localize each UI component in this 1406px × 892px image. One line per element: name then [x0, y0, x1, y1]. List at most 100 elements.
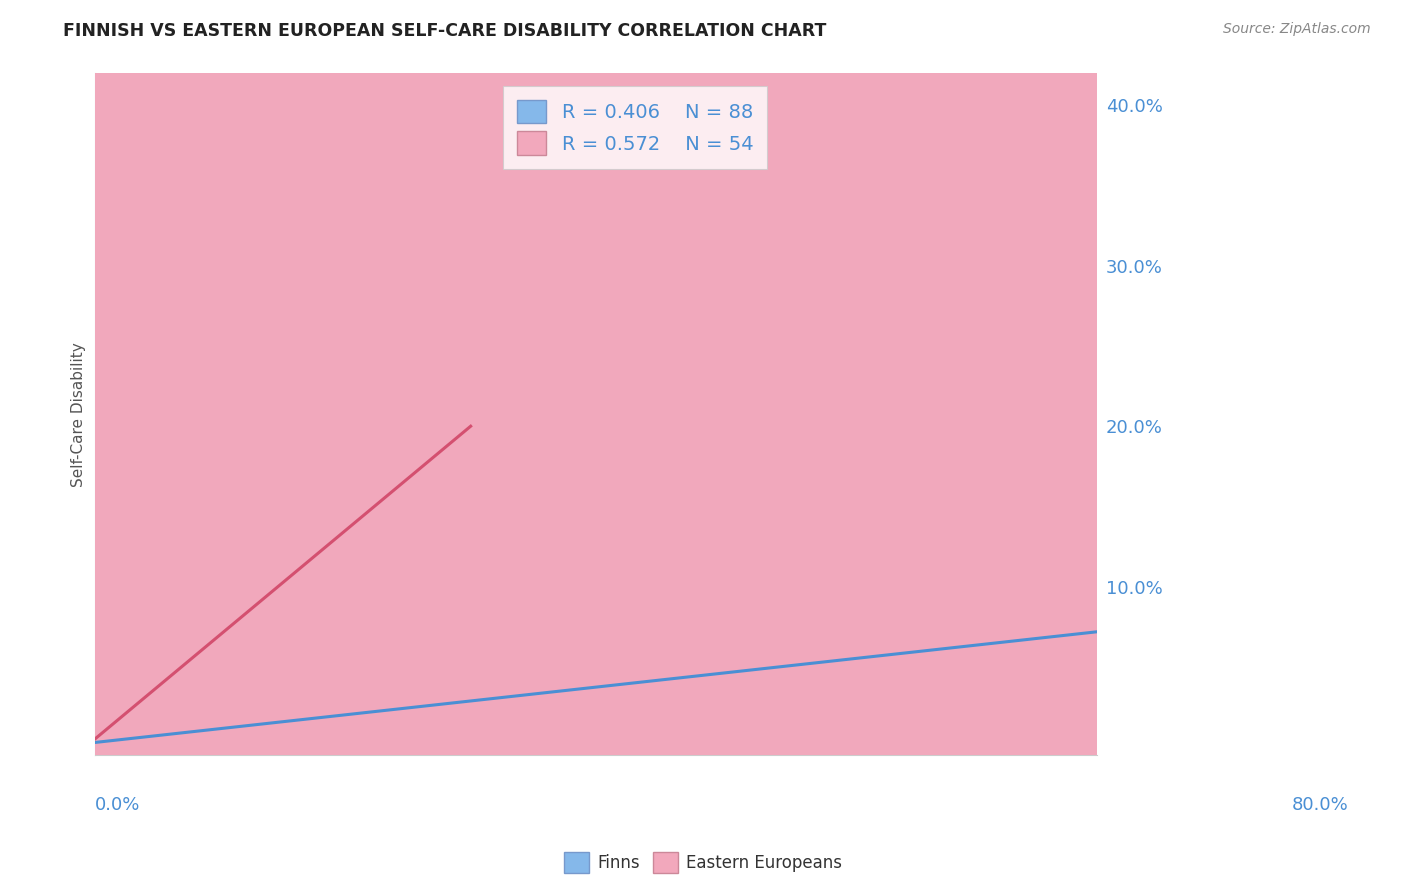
Point [84, 737, 107, 751]
Point [360, 723, 382, 738]
Point [779, 732, 801, 747]
Point [465, 734, 488, 748]
Point [236, 629, 259, 643]
Point [86, 737, 108, 751]
Point [1070, 731, 1092, 746]
Point [291, 632, 314, 646]
Point [89, 737, 111, 751]
Point [353, 544, 375, 558]
Point [114, 736, 136, 750]
Point [700, 728, 723, 742]
Point [886, 604, 908, 618]
Point [93, 734, 115, 748]
Point [267, 655, 290, 669]
Point [90, 717, 112, 731]
Point [105, 733, 128, 747]
Point [93, 737, 115, 751]
Y-axis label: Self-Care Disability: Self-Care Disability [72, 342, 86, 486]
Point [758, 726, 780, 740]
Point [87, 737, 110, 751]
Point [84, 736, 107, 750]
Point [246, 727, 269, 741]
Point [84, 726, 107, 740]
Point [93, 709, 115, 723]
Text: Source: ZipAtlas.com: Source: ZipAtlas.com [1223, 22, 1371, 37]
Point [875, 732, 897, 747]
Point [936, 608, 959, 623]
Point [97, 737, 120, 751]
Point [89, 720, 111, 734]
Point [96, 704, 118, 718]
Text: FINNISH VS EASTERN EUROPEAN SELF-CARE DISABILITY CORRELATION CHART: FINNISH VS EASTERN EUROPEAN SELF-CARE DI… [63, 22, 827, 40]
Point [305, 566, 328, 581]
Legend: R = 0.406    N = 88, R = 0.572    N = 54: R = 0.406 N = 88, R = 0.572 N = 54 [503, 87, 766, 169]
Point [86, 737, 108, 751]
Point [427, 735, 450, 749]
Point [97, 723, 120, 738]
Point [89, 737, 111, 751]
Point [262, 587, 284, 601]
Point [87, 720, 110, 734]
Point [512, 733, 534, 747]
Point [104, 734, 127, 748]
Point [960, 612, 983, 626]
Point [533, 731, 555, 745]
Point [90, 735, 112, 749]
Point [204, 655, 226, 669]
Point [86, 704, 108, 718]
Point [84, 722, 107, 736]
Point [323, 605, 346, 619]
Point [110, 736, 132, 750]
Point [86, 700, 108, 714]
Point [96, 736, 118, 750]
Point [87, 729, 110, 743]
Point [179, 724, 201, 739]
Point [1074, 721, 1097, 735]
Point [86, 730, 108, 744]
Point [96, 703, 118, 717]
Point [394, 731, 416, 745]
Point [302, 727, 325, 741]
Point [391, 554, 413, 568]
Text: ZIPatlas: ZIPatlas [402, 395, 830, 487]
Point [225, 662, 247, 676]
Point [87, 710, 110, 724]
Point [309, 723, 332, 738]
Point [93, 707, 115, 722]
Point [382, 728, 405, 742]
Point [807, 728, 830, 742]
Point [117, 700, 139, 714]
Point [93, 718, 115, 732]
Point [579, 732, 602, 747]
Point [84, 719, 107, 733]
Point [512, 724, 534, 739]
Point [94, 716, 117, 731]
Point [200, 729, 222, 743]
Point [326, 733, 349, 747]
Point [118, 735, 141, 749]
Point [458, 734, 481, 748]
Point [112, 737, 135, 751]
Point [591, 723, 613, 737]
Point [318, 546, 340, 560]
Point [118, 737, 141, 751]
Point [533, 737, 555, 751]
Point [159, 737, 181, 751]
Point [501, 723, 523, 737]
Point [204, 736, 226, 750]
Point [87, 704, 110, 718]
Point [84, 737, 107, 751]
Point [98, 734, 121, 748]
Point [322, 395, 344, 409]
Point [533, 733, 555, 747]
Text: 80.0%: 80.0% [1292, 797, 1348, 814]
Point [104, 737, 127, 751]
Point [898, 620, 921, 634]
Point [84, 732, 107, 747]
Point [207, 724, 229, 739]
Point [97, 736, 120, 750]
Point [93, 725, 115, 739]
Point [312, 722, 335, 736]
Point [86, 736, 108, 750]
Point [772, 725, 794, 739]
